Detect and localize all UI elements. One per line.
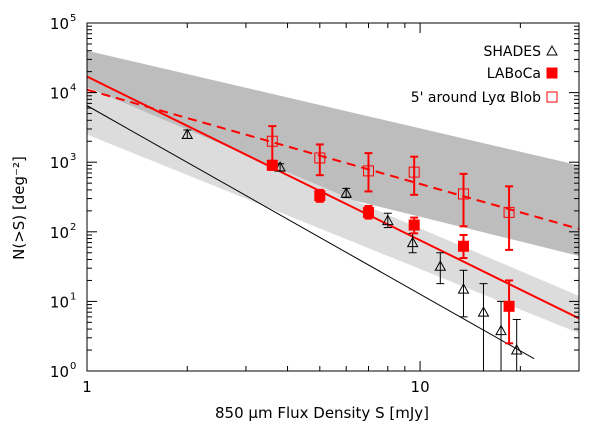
data-point-s2-3 — [362, 206, 374, 218]
data-point-s3-2 — [314, 152, 326, 164]
y-tick-label: 10 — [50, 15, 69, 33]
legend-marker-1 — [546, 44, 558, 56]
legend-label-3: 5' around Lyα Blob — [411, 90, 541, 106]
fit-line-2 — [87, 75, 579, 320]
data-point-s1-1 — [181, 128, 194, 140]
data-point-s1-5 — [406, 236, 419, 248]
y-axis-label: N(>S) [deg⁻²] — [10, 156, 28, 260]
data-point-s3-4 — [408, 166, 420, 178]
data-point-s3-1 — [266, 135, 278, 147]
confidence-bands — [87, 50, 579, 334]
y-tick-exponent: 5 — [70, 13, 76, 24]
data-point-s1-10 — [510, 344, 523, 355]
y-tick-exponent: 1 — [70, 291, 76, 302]
data-point-s1-8 — [477, 306, 490, 317]
legend-label-1: SHADES — [483, 44, 541, 60]
y-tick-exponent: 0 — [70, 361, 76, 372]
data-point-s3-3 — [362, 165, 374, 177]
legend-marker-3 — [546, 91, 558, 103]
legend: SHADES LABoCa 5' around Lyα Blob — [411, 44, 558, 106]
y-tick-label: 10 — [50, 154, 69, 172]
y-tick-exponent: 3 — [70, 152, 76, 163]
y-tick-label: 10 — [50, 363, 69, 381]
legend-marker-2 — [546, 67, 558, 79]
data-point-s3-6 — [503, 206, 515, 218]
data-point-s3-5 — [457, 188, 469, 200]
axes: 10 010 110 210 310 410 51 10 — [50, 13, 580, 396]
y-tick-label: 10 — [50, 85, 69, 103]
data-points — [181, 125, 523, 371]
legend-label-2: LABoCa — [487, 66, 541, 82]
y-tick-label: 10 — [50, 293, 69, 311]
y-tick-exponent: 2 — [70, 222, 76, 233]
data-point-s1-3 — [340, 187, 353, 198]
data-point-s2-5 — [457, 240, 469, 252]
data-point-s1-6 — [434, 260, 447, 271]
y-tick-exponent: 4 — [70, 83, 76, 94]
x-tick-label: 10 — [411, 378, 430, 396]
data-point-s2-2 — [314, 190, 326, 202]
confidence-band-1 — [87, 50, 579, 256]
x-axis-label: 850 μm Flux Density S [mJy] — [215, 404, 429, 422]
data-point-s1-4 — [381, 214, 394, 226]
data-point-s2-4 — [408, 219, 420, 231]
confidence-band-2 — [87, 87, 579, 334]
y-tick-label: 10 — [50, 224, 69, 242]
data-point-s2-6 — [503, 300, 515, 312]
fit-line-3 — [87, 88, 579, 230]
data-point-s1-7 — [457, 283, 470, 294]
plot-frame — [86, 22, 580, 372]
data-point-s1-9 — [495, 324, 507, 336]
x-tick-label: 1 — [82, 378, 92, 396]
